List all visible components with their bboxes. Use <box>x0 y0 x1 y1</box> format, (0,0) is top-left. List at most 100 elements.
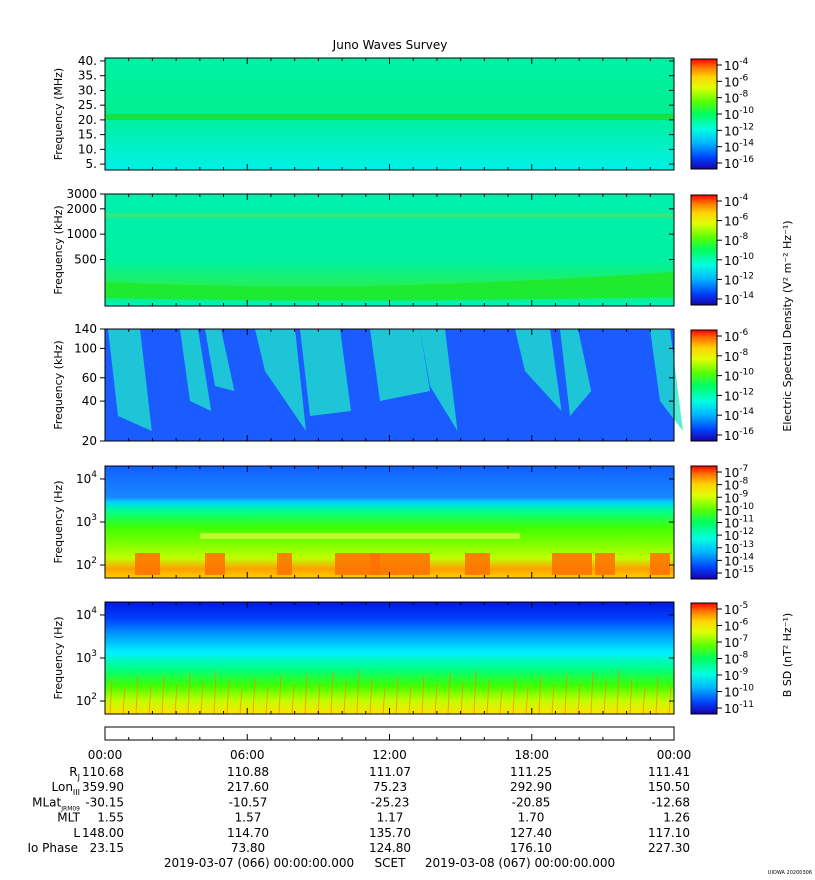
emission-band <box>105 113 674 120</box>
ephemeris-value: 114.70 <box>227 826 269 840</box>
emission-spike <box>174 683 178 715</box>
ephemeris-label: L <box>73 826 80 840</box>
y-tick-label: 104 <box>76 606 97 622</box>
scet-label: SCET <box>375 856 407 870</box>
colorbar-tick-label: 10-14 <box>724 407 754 423</box>
spectrogram-background <box>105 602 674 714</box>
emission-spike <box>122 687 126 715</box>
ephemeris-label: RJ <box>69 765 80 782</box>
y-tick-label: 25. <box>78 98 97 112</box>
colorbar-tick-label: 10-4 <box>724 57 749 73</box>
emission-burst <box>560 329 592 416</box>
colorbar-tick-label: 10-6 <box>724 73 749 89</box>
time-axis: 00:00 06:00 12:00 18:00 00:00 <box>88 726 692 762</box>
emission-spike <box>239 688 243 715</box>
emission-spike <box>395 676 399 715</box>
emission-band <box>105 272 674 301</box>
y-tick-label: 500 <box>74 252 97 266</box>
time-tick-label: 00:00 <box>88 748 123 762</box>
emission-spike <box>200 681 204 715</box>
y-tick-label: 20. <box>78 113 97 127</box>
ephemeris-value: -10.57 <box>229 795 268 809</box>
spectrogram-panel-5: 104 103 102 Frequency (Hz) <box>52 601 675 715</box>
ephemeris-value: 73.80 <box>231 841 265 855</box>
y-tick-label: 100 <box>74 341 97 355</box>
emission-spike <box>499 688 503 715</box>
colorbar-tick-label: 10-7 <box>724 464 748 480</box>
y-tick-label: 102 <box>76 556 97 572</box>
emission-spike <box>135 676 139 715</box>
emission-spike <box>252 677 256 715</box>
colorbar-3: 10-6 10-8 10-10 10-12 10-14 10-16 <box>690 328 754 443</box>
y-tick-label: 102 <box>76 692 97 708</box>
emission-patch <box>205 553 225 575</box>
emission-patch <box>650 553 670 575</box>
colorbar-tick-label: 10-9 <box>724 489 749 505</box>
figure-title: Juno Waves Survey <box>332 38 448 52</box>
colorbar-tick-label: 10-10 <box>724 684 754 700</box>
colorbar-2: 10-4 10-6 10-8 10-10 10-12 10-14 <box>690 193 754 307</box>
emission-patch <box>465 553 490 575</box>
emission-patch <box>552 553 592 575</box>
emission-spike <box>538 675 542 715</box>
emission-spike <box>304 673 308 715</box>
emission-spike <box>317 682 321 715</box>
colorbar-tick-label: 10-9 <box>724 667 749 683</box>
ephemeris-value: 1.17 <box>377 811 404 825</box>
emission-spike <box>434 683 438 715</box>
emission-spike <box>382 687 386 715</box>
y-tick-label: 103 <box>76 649 97 665</box>
ephemeris-value: 23.15 <box>90 841 124 855</box>
time-tick-label: 00:00 <box>657 748 692 762</box>
ephemeris-value: 111.07 <box>369 765 411 779</box>
emission-spike <box>291 684 295 715</box>
emission-burst <box>108 329 152 431</box>
colorbar-tick-label: 10-10 <box>724 106 754 122</box>
emission-spike <box>226 679 230 715</box>
colorbar-tick-label: 10-6 <box>724 213 749 229</box>
emission-spike <box>265 686 269 715</box>
colorbar-tick-label: 10-12 <box>724 271 754 287</box>
emission-spike <box>213 670 217 715</box>
emission-burst <box>205 329 235 391</box>
colorbar-tick-label: 10-8 <box>724 232 749 248</box>
colorbar-tick-label: 10-8 <box>724 477 749 493</box>
ephemeris-value: 117.10 <box>648 826 690 840</box>
emission-spike <box>421 674 425 715</box>
y-tick-label: 10. <box>78 142 97 156</box>
emission-spike <box>369 678 373 715</box>
y-axis-label: Frequency (kHz) <box>52 340 65 429</box>
colorbar-tick-label: 10-13 <box>724 540 754 556</box>
spectrogram-panel-4: 104 103 102 Frequency (Hz) <box>52 465 675 579</box>
time-tick-label: 12:00 <box>372 748 407 762</box>
y-tick-label: 104 <box>76 470 97 486</box>
time-tick-label: 18:00 <box>514 748 549 762</box>
emission-burst <box>650 329 683 431</box>
ephemeris-value: 1.70 <box>518 811 545 825</box>
emission-spike <box>512 677 516 715</box>
emission-spike <box>486 679 490 715</box>
colorbar-scale <box>690 465 718 580</box>
emission-spike <box>577 682 581 715</box>
ephemeris-value: 111.41 <box>648 765 690 779</box>
y-tick-label: 20 <box>82 434 97 448</box>
spectrogram-panels: 40.35.30.25.20.15.10.5. Frequency (MHz) 30… <box>52 54 683 715</box>
emission-spike <box>668 685 672 715</box>
scet-end: 2019-03-08 (067) 00:00:00.000 <box>425 856 615 870</box>
emission-spike <box>551 684 555 715</box>
emission-patch <box>370 553 430 575</box>
emission-spike <box>161 674 165 715</box>
colorbar-tick-label: 10-12 <box>724 387 754 403</box>
scet-start: 2019-03-07 (066) 00:00:00.000 <box>164 856 354 870</box>
y-tick-label: 40 <box>82 394 97 408</box>
emission-burst <box>370 329 430 401</box>
emission-spike <box>564 673 568 715</box>
emission-burst <box>255 329 306 431</box>
emission-spike <box>642 687 646 715</box>
emission-spike <box>356 669 360 715</box>
emission-spike <box>525 686 529 715</box>
colorbar-scale <box>690 58 718 170</box>
